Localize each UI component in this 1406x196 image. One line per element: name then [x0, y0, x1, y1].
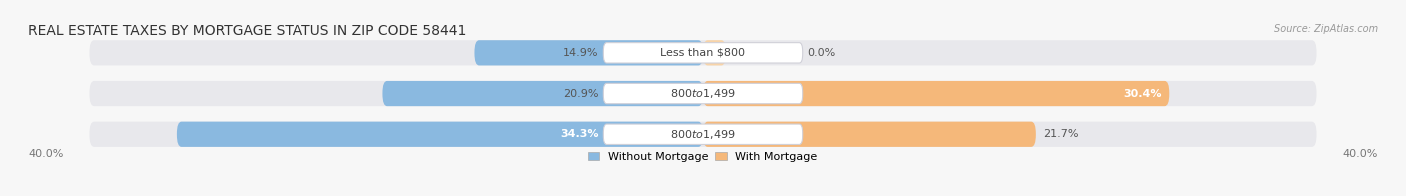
- FancyBboxPatch shape: [603, 124, 803, 144]
- FancyBboxPatch shape: [603, 83, 803, 104]
- Text: 14.9%: 14.9%: [564, 48, 599, 58]
- Text: Less than $800: Less than $800: [661, 48, 745, 58]
- Text: $800 to $1,499: $800 to $1,499: [671, 87, 735, 100]
- Text: REAL ESTATE TAXES BY MORTGAGE STATUS IN ZIP CODE 58441: REAL ESTATE TAXES BY MORTGAGE STATUS IN …: [28, 24, 467, 37]
- FancyBboxPatch shape: [90, 122, 1316, 147]
- Text: 21.7%: 21.7%: [1043, 129, 1078, 139]
- FancyBboxPatch shape: [90, 81, 1316, 106]
- Text: 40.0%: 40.0%: [1343, 150, 1378, 160]
- FancyBboxPatch shape: [177, 122, 703, 147]
- Text: 34.3%: 34.3%: [560, 129, 599, 139]
- FancyBboxPatch shape: [474, 40, 703, 65]
- Legend: Without Mortgage, With Mortgage: Without Mortgage, With Mortgage: [588, 152, 818, 162]
- FancyBboxPatch shape: [382, 81, 703, 106]
- Text: 0.0%: 0.0%: [807, 48, 835, 58]
- FancyBboxPatch shape: [703, 122, 1036, 147]
- Text: 20.9%: 20.9%: [564, 89, 599, 99]
- Text: 40.0%: 40.0%: [28, 150, 63, 160]
- FancyBboxPatch shape: [703, 40, 725, 65]
- FancyBboxPatch shape: [90, 40, 1316, 65]
- Text: 30.4%: 30.4%: [1123, 89, 1161, 99]
- Text: Source: ZipAtlas.com: Source: ZipAtlas.com: [1274, 24, 1378, 34]
- Text: $800 to $1,499: $800 to $1,499: [671, 128, 735, 141]
- FancyBboxPatch shape: [603, 43, 803, 63]
- FancyBboxPatch shape: [703, 81, 1170, 106]
